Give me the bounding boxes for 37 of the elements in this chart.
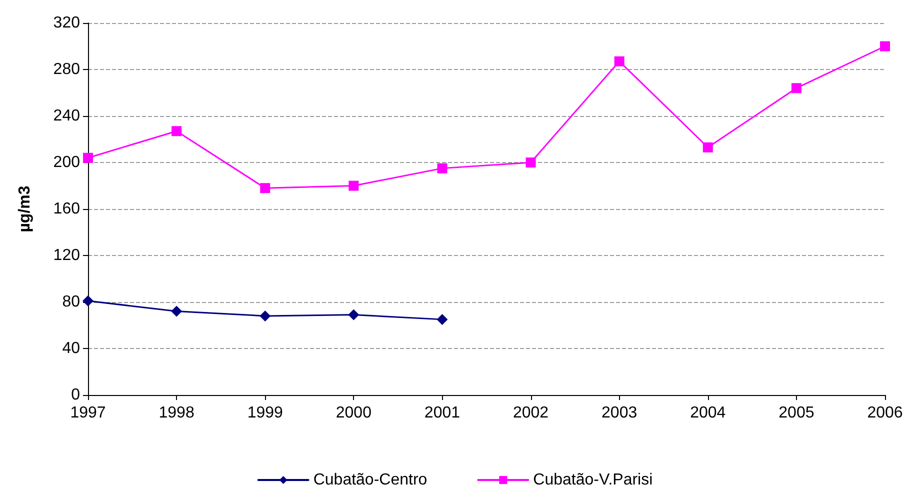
point [83,152,93,163]
point [526,158,536,168]
point [171,306,182,317]
x-tick-label: 2005 [778,404,814,422]
x-tick-label: 2001 [424,404,460,422]
point [172,126,182,136]
x-tick-label: 2003 [602,404,638,422]
y-tick-label: 40 [62,340,80,357]
point [82,295,94,306]
y-tick-label: 320 [53,14,80,32]
point [880,41,890,52]
y-tick-label: 120 [53,247,80,264]
point [437,163,448,174]
y-tick-label: 160 [53,200,80,218]
x-tick-label: 1997 [70,404,106,422]
point [436,314,448,325]
point [348,180,359,191]
y-tick-label: 200 [53,154,80,171]
x-tick-label: 1998 [158,404,194,422]
x-tick-label: 2000 [336,404,372,422]
y-tick-label: 240 [53,108,80,124]
point [348,309,360,320]
legend-label: Cubatão-Centro [313,472,428,488]
point [702,142,713,152]
point [614,56,624,66]
y-axis-title: µg/m3 [16,186,34,232]
x-tick-label: 2004 [690,404,726,422]
x-tick-label: 2006 [867,404,903,422]
legend-label: Cubatão-V.Parisi [533,472,653,488]
point [791,83,802,94]
y-tick-label: 80 [62,294,80,310]
x-tick-label: 1999 [247,404,284,422]
point [260,183,270,194]
y-tick-label: 0 [71,386,80,404]
point [260,310,271,322]
x-tick-label: 2002 [512,404,549,422]
y-tick-label: 280 [53,61,80,78]
